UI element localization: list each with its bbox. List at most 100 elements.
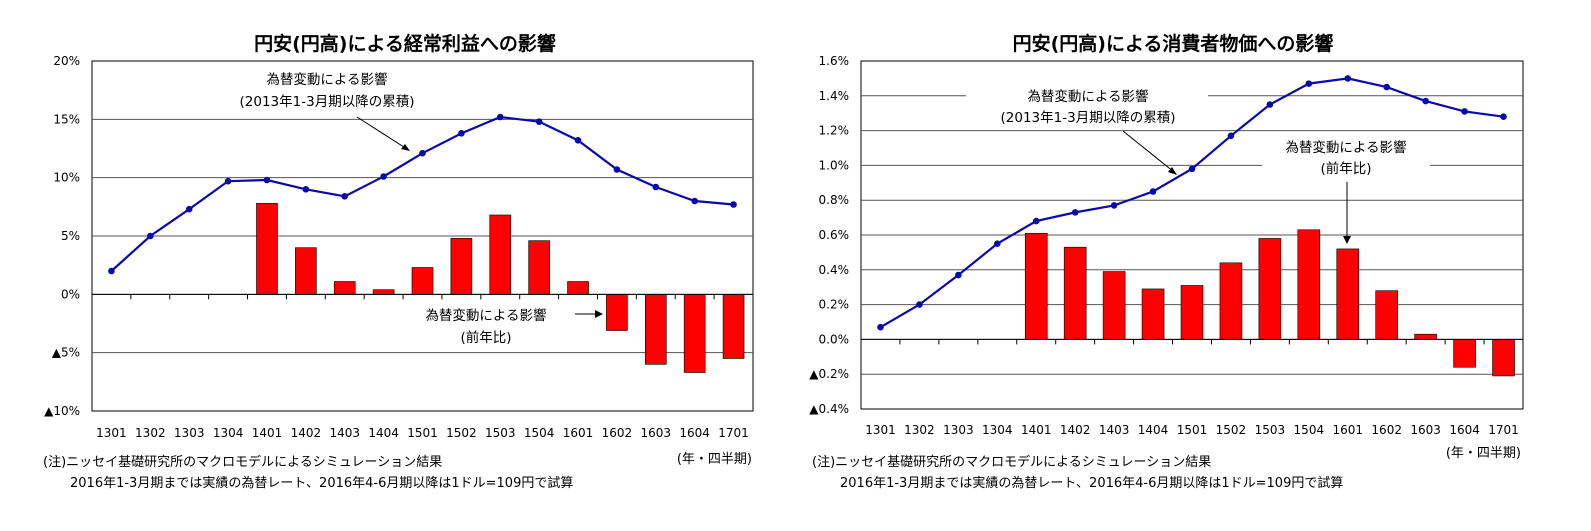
x-tick-label: 1604 bbox=[679, 426, 710, 440]
bar-1602 bbox=[606, 294, 628, 331]
x-tick-label: 1301 bbox=[96, 426, 127, 440]
bar-1402 bbox=[295, 247, 317, 295]
x-tick-label: 1302 bbox=[904, 423, 935, 437]
note-line-2: 2016年1-3月期までは実績の為替レート、2016年4-6月期以降は1ドル=1… bbox=[70, 475, 573, 491]
line-point-1601 bbox=[1344, 75, 1352, 82]
chart-title: 円安(円高)による消費者物価への影響 bbox=[1013, 32, 1334, 55]
line-point-1403 bbox=[1110, 202, 1118, 209]
bar-1601 bbox=[567, 281, 589, 295]
x-tick-label: 1701 bbox=[718, 426, 749, 440]
y-tick-label: ▲0.2% bbox=[809, 367, 849, 381]
line-point-1501 bbox=[419, 149, 426, 157]
line-point-1701 bbox=[1500, 113, 1507, 120]
line-point-1303 bbox=[185, 205, 193, 213]
bar-series bbox=[1024, 229, 1515, 377]
line-point-1304 bbox=[993, 240, 1001, 247]
y-tick-label: 1.2% bbox=[819, 124, 850, 138]
x-tick-label: 1404 bbox=[1138, 423, 1169, 437]
note-line-1: (注)ニッセイ基礎研究所のマクロモデルによるシミュレーション結果 bbox=[812, 454, 1211, 470]
y-tick-label: 10% bbox=[53, 171, 80, 185]
bar-1501 bbox=[411, 267, 434, 295]
bar-1502 bbox=[450, 238, 473, 295]
annotation-yoy-title: 為替変動による影響 bbox=[425, 307, 546, 324]
bar-1504 bbox=[528, 240, 550, 295]
chart-title: 円安(円高)による経常利益への影響 bbox=[254, 32, 556, 55]
x-tick-label: 1403 bbox=[1099, 423, 1130, 437]
annotation-cumulative-title: 為替変動による影響 bbox=[266, 71, 387, 88]
line-point-1603 bbox=[1422, 97, 1429, 105]
x-tick-label: 1302 bbox=[135, 426, 166, 440]
annotation-cumulative-sub: (2013年1-3月期以降の累積) bbox=[240, 94, 415, 110]
line-point-1602 bbox=[613, 166, 621, 173]
x-tick-label: 1604 bbox=[1449, 423, 1480, 437]
x-axis-labels: 1301 1302 1303 1304 1401 1402 1403 1404 1501 1502… bbox=[96, 426, 749, 440]
bar-1404 bbox=[1141, 288, 1165, 340]
line-series bbox=[877, 75, 1507, 331]
line-point-1604 bbox=[691, 197, 698, 205]
y-tick-label: ▲0.4% bbox=[809, 402, 849, 416]
y-tick-label: 15% bbox=[53, 112, 80, 126]
y-axis-ticks: 20% 15% 10% 5% 0% ▲5% ▲10% bbox=[44, 54, 80, 418]
line-point-1402 bbox=[1071, 209, 1079, 216]
bar-1502 bbox=[1219, 262, 1243, 340]
x-tick-label: 1404 bbox=[368, 426, 399, 440]
y-tick-label: ▲10% bbox=[44, 404, 80, 418]
bar-1403 bbox=[333, 281, 356, 295]
x-unit-label: (年・四半期) bbox=[1446, 446, 1521, 461]
bar-1701 bbox=[722, 294, 745, 359]
bar-1603 bbox=[644, 294, 667, 365]
line-point-1701 bbox=[730, 201, 737, 208]
line-series bbox=[108, 113, 737, 275]
bar-1401 bbox=[1024, 232, 1048, 340]
note-line-1: (注)ニッセイ基礎研究所のマクロモデルによるシミュレーション結果 bbox=[43, 454, 442, 470]
annotation-yoy-sub: (前年比) bbox=[1320, 160, 1371, 177]
x-axis-ticks bbox=[899, 339, 1485, 345]
y-tick-label: 20% bbox=[53, 54, 80, 68]
x-tick-label: 1602 bbox=[602, 426, 633, 440]
arrowhead bbox=[401, 144, 410, 151]
bar-1403 bbox=[1102, 271, 1126, 340]
bar-1503 bbox=[1258, 238, 1282, 340]
annotation-bg bbox=[404, 303, 576, 351]
annotation-bg bbox=[966, 84, 1208, 130]
annotation-bg bbox=[1262, 135, 1430, 181]
line-point-1302 bbox=[916, 301, 923, 308]
line-point-1402 bbox=[302, 186, 310, 193]
arrowhead bbox=[595, 310, 603, 318]
x-tick-label: 1403 bbox=[329, 426, 360, 440]
y-tick-label: 0.0% bbox=[819, 332, 850, 346]
line-point-1302 bbox=[147, 232, 154, 240]
x-tick-label: 1601 bbox=[563, 426, 594, 440]
y-tick-label: 1.0% bbox=[819, 158, 850, 172]
x-tick-label: 1603 bbox=[1410, 423, 1441, 437]
line-point-1403 bbox=[341, 193, 349, 200]
x-tick-label: 1304 bbox=[213, 426, 244, 440]
bar-1701 bbox=[1492, 339, 1515, 377]
bar-1404 bbox=[372, 289, 395, 295]
x-tick-label: 1504 bbox=[1294, 423, 1325, 437]
annotation-yoy-title: 為替変動による影響 bbox=[1285, 139, 1406, 156]
chart-consumer-prices: 円安(円高)による消費者物価への影響 1.6% 1.4% 1.2% 1.0% 0.8% 0… bbox=[809, 32, 1524, 491]
x-tick-label: 1502 bbox=[1216, 423, 1247, 437]
line-point-1603 bbox=[652, 183, 660, 191]
chart-operating-profit: 円安(円高)による経常利益への影響 20% 15% 10% 5% 0% ▲5% ▲10% 1… bbox=[43, 32, 754, 491]
line-point-1303 bbox=[955, 271, 962, 279]
line-point-1503 bbox=[1266, 101, 1274, 108]
annotation-arrow bbox=[356, 116, 408, 150]
y-tick-label: 0.4% bbox=[819, 263, 850, 277]
bar-1603 bbox=[1414, 333, 1437, 340]
bar-1503 bbox=[489, 214, 512, 295]
line-point-1501 bbox=[1188, 165, 1196, 173]
line-path bbox=[110, 115, 734, 272]
x-unit-label: (年・四半期) bbox=[677, 452, 752, 467]
x-tick-label: 1601 bbox=[1332, 423, 1363, 437]
annotation-arrow bbox=[1122, 130, 1175, 173]
x-tick-label: 1301 bbox=[865, 423, 896, 437]
bar-1601 bbox=[1336, 248, 1360, 340]
x-tick-label: 1402 bbox=[291, 426, 322, 440]
line-point-1404 bbox=[380, 173, 387, 180]
y-tick-label: 1.6% bbox=[819, 54, 850, 68]
y-tick-label: 0.6% bbox=[819, 228, 850, 242]
x-tick-label: 1503 bbox=[485, 426, 516, 440]
